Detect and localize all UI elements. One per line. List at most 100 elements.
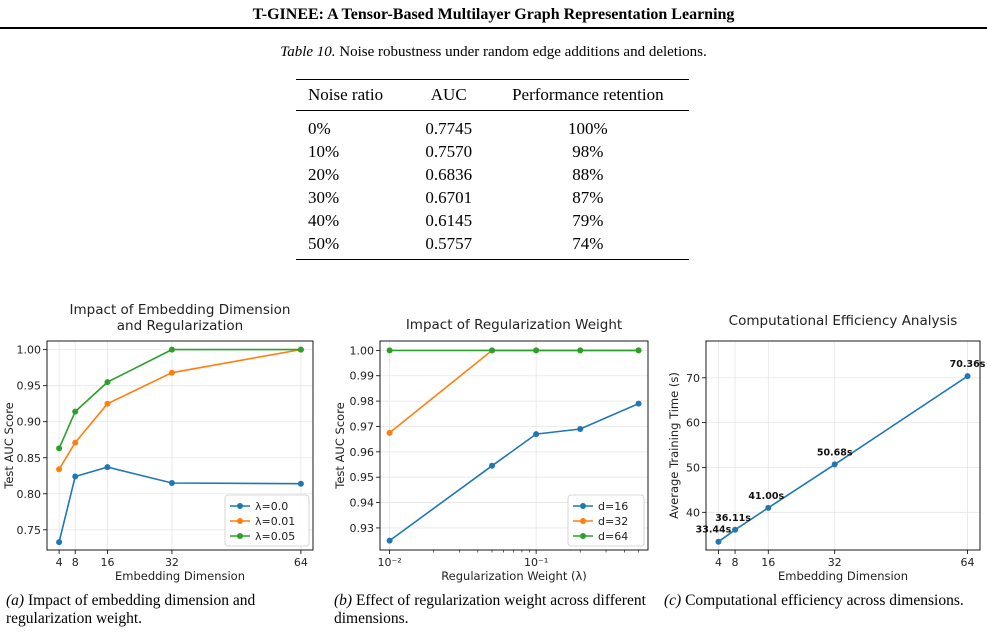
column-header: Noise ratio — [296, 79, 411, 111]
subcaption-c: (c) Computational efficiency across dime… — [664, 592, 982, 610]
data-point — [72, 439, 79, 446]
table-cell: 30% — [308, 187, 340, 207]
column-header: Performance retention — [486, 79, 689, 111]
y-tick-label: 0.95 — [350, 471, 375, 484]
data-point — [489, 347, 496, 354]
x-tick-label: 64 — [294, 556, 308, 569]
table-cell: 100% — [567, 118, 608, 138]
page-header: T-GINEE: A Tensor-Based Multilayer Graph… — [0, 0, 987, 29]
column-header: AUC — [410, 79, 487, 111]
y-tick-label: 1.00 — [17, 344, 42, 357]
data-label: 70.36s — [950, 359, 986, 370]
legend-label: d=64 — [598, 530, 628, 543]
data-label: 36.11s — [715, 513, 751, 524]
legend-box — [224, 494, 310, 547]
chart-b-container: Impact of Regularization Weight 0.93 0.94 0… — [328, 298, 658, 588]
plot-frame — [705, 340, 981, 551]
data-point — [386, 347, 393, 354]
plot-frame — [379, 340, 649, 551]
data-point — [765, 504, 772, 511]
legend-marker — [580, 533, 586, 539]
data-point — [104, 400, 111, 407]
table-cell: 79% — [572, 210, 604, 230]
chart-title: and Regularization — [117, 318, 243, 334]
data-point — [104, 464, 111, 471]
header-rule — [0, 27, 987, 29]
x-axis-label: Regularization Weight (λ) — [441, 569, 587, 583]
y-tick-label: 0.90 — [17, 416, 42, 429]
data-point — [297, 480, 304, 487]
subcaption-text: Computational efficiency across dimensio… — [681, 592, 964, 609]
data-point — [635, 347, 642, 354]
chart-computational-efficiency: Computational Efficiency Analysis 40 50 60 7… — [667, 313, 986, 583]
noise-robustness-table: Noise ratio AUC Performance retention 0%… — [296, 79, 689, 260]
data-point — [386, 429, 393, 436]
table-cell: 0.6836 — [425, 164, 473, 184]
data-label: 50.68s — [817, 447, 853, 458]
subcaption-tag: (a) — [6, 592, 25, 609]
table-header-row: Noise ratio AUC Performance retention — [296, 79, 689, 111]
chart-a-container: Impact of Embedding Dimension and Regular… — [0, 298, 320, 588]
data-point — [56, 445, 63, 452]
data-point — [168, 479, 175, 486]
chart-title: Impact of Regularization Weight — [406, 317, 622, 333]
table-cell: 50% — [296, 232, 411, 260]
chart-title: Computational Efficiency Analysis — [729, 313, 958, 329]
data-point — [56, 539, 63, 546]
table-cell: 0.6701 — [425, 187, 473, 207]
legend-marker — [237, 533, 243, 539]
y-tick-label: 0.99 — [350, 370, 375, 383]
data-point — [577, 347, 584, 354]
data-point — [715, 538, 722, 545]
table-row: 40% 0.6145 79% — [296, 209, 689, 232]
legend-marker — [237, 503, 243, 509]
table-cell: 10% — [308, 141, 340, 161]
chart-title: Impact of Embedding Dimension — [70, 302, 291, 318]
table-row: 0% 0.7745 100% — [296, 111, 689, 141]
x-tick-label: 10⁻¹ — [524, 556, 548, 569]
table-cell: 87% — [572, 187, 604, 207]
data-label: 41.00s — [748, 491, 784, 502]
table-cell: 98% — [572, 141, 604, 161]
legend-box — [567, 494, 645, 547]
subcaption-b: (b) Effect of regularization weight acro… — [334, 592, 654, 628]
x-tick-label: 4 — [56, 556, 63, 569]
data-point — [72, 473, 79, 480]
table-row: 10% 0.7570 98% — [296, 140, 689, 163]
table-cell: 0% — [308, 118, 331, 138]
legend-label: λ=0.0 — [255, 500, 288, 513]
data-point — [386, 537, 393, 544]
legend-marker — [580, 503, 586, 509]
y-axis-label: Test AUC Score — [333, 402, 347, 489]
y-axis-label: Test AUC Score — [2, 402, 16, 489]
table-row: 20% 0.6836 88% — [296, 163, 689, 186]
data-point — [533, 347, 540, 354]
y-tick-label: 0.75 — [17, 524, 42, 537]
legend-label: λ=0.05 — [255, 530, 295, 543]
data-point — [964, 373, 971, 380]
table-cell: 74% — [486, 232, 689, 260]
y-axis-label: Average Training Time (s) — [667, 372, 681, 519]
y-tick-label: 0.94 — [350, 497, 375, 510]
table-row: 50% 0.5757 74% — [296, 232, 689, 260]
legend-marker — [237, 518, 243, 524]
table-cell: 0.6145 — [425, 210, 473, 230]
data-point — [489, 462, 496, 469]
legend-label: λ=0.01 — [255, 515, 295, 528]
y-tick-label: 1.00 — [350, 344, 375, 357]
table-cell: 40% — [308, 210, 340, 230]
x-tick-label: 8 — [732, 556, 739, 569]
x-axis-label: Embedding Dimension — [778, 569, 908, 583]
table-cell: 20% — [308, 164, 340, 184]
y-tick-label: 0.96 — [350, 446, 375, 459]
data-point — [56, 466, 63, 473]
x-tick-label: 16 — [761, 556, 775, 569]
legend-label: d=16 — [598, 500, 628, 513]
x-axis-label: Embedding Dimension — [115, 569, 245, 583]
x-tick-label: 32 — [165, 556, 179, 569]
y-tick-label: 0.98 — [350, 395, 375, 408]
table-caption-text: Noise robustness under random edge addit… — [339, 44, 707, 60]
table-caption: Table 10. Noise robustness under random … — [0, 44, 987, 61]
subcaption-tag: (b) — [334, 592, 353, 609]
